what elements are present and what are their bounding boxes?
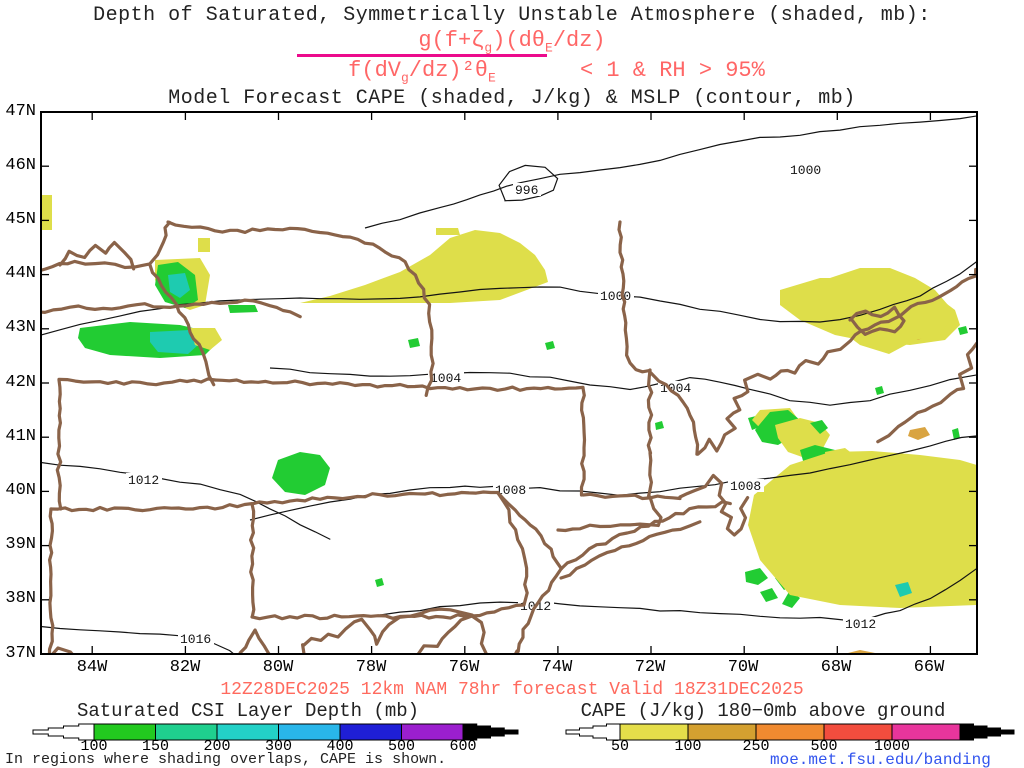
svg-text:250: 250 <box>742 738 769 755</box>
svg-text:100: 100 <box>674 738 701 755</box>
svg-text:50: 50 <box>611 738 629 755</box>
